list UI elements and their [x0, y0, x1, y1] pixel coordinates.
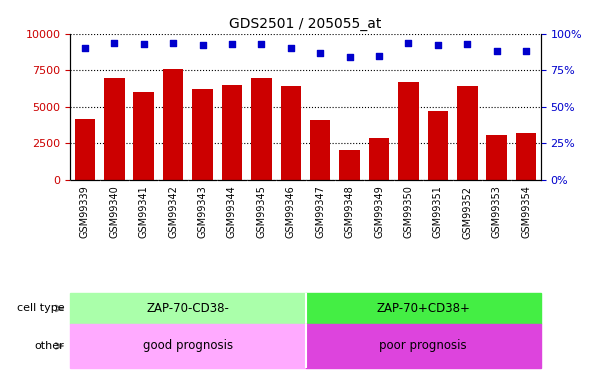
Point — [315, 50, 325, 56]
Point — [403, 39, 413, 45]
Point — [521, 48, 531, 54]
Text: GSM99350: GSM99350 — [403, 186, 414, 238]
Text: GSM99352: GSM99352 — [463, 186, 472, 238]
Text: GSM99344: GSM99344 — [227, 186, 237, 238]
Point — [80, 45, 90, 51]
Bar — [428, 111, 448, 180]
Text: GSM99345: GSM99345 — [257, 186, 266, 238]
Bar — [339, 150, 360, 180]
Point — [227, 41, 237, 47]
Bar — [192, 89, 213, 180]
Bar — [306, 324, 541, 368]
Point — [198, 42, 208, 48]
Point — [286, 45, 296, 51]
Point — [374, 53, 384, 59]
Bar — [310, 120, 331, 180]
Text: cell type: cell type — [16, 303, 64, 313]
Text: poor prognosis: poor prognosis — [379, 339, 467, 352]
Text: GSM99339: GSM99339 — [80, 186, 90, 238]
Bar — [222, 85, 243, 180]
Point — [168, 39, 178, 45]
Point — [345, 54, 354, 60]
Bar — [70, 292, 306, 324]
Bar — [251, 78, 272, 180]
Text: GSM99353: GSM99353 — [492, 186, 502, 238]
Bar — [398, 82, 419, 180]
Text: GSM99343: GSM99343 — [197, 186, 208, 238]
Text: GSM99347: GSM99347 — [315, 186, 325, 238]
Point — [109, 39, 119, 45]
Text: GSM99349: GSM99349 — [374, 186, 384, 238]
Text: GSM99354: GSM99354 — [521, 186, 531, 238]
Title: GDS2501 / 205055_at: GDS2501 / 205055_at — [229, 17, 382, 32]
Text: ZAP-70-CD38-: ZAP-70-CD38- — [147, 302, 229, 315]
Text: GSM99341: GSM99341 — [139, 186, 148, 238]
Bar — [104, 78, 125, 180]
Point — [139, 41, 148, 47]
Text: GSM99342: GSM99342 — [168, 186, 178, 238]
Bar — [306, 292, 541, 324]
Bar — [368, 138, 389, 180]
Bar — [486, 135, 507, 180]
Point — [492, 48, 502, 54]
Bar — [75, 118, 95, 180]
Bar — [133, 92, 154, 180]
Text: GSM99346: GSM99346 — [286, 186, 296, 238]
Text: other: other — [34, 341, 64, 351]
Point — [257, 41, 266, 47]
Bar — [70, 324, 306, 368]
Text: good prognosis: good prognosis — [143, 339, 233, 352]
Bar — [280, 86, 301, 180]
Bar — [163, 69, 183, 180]
Text: ZAP-70+CD38+: ZAP-70+CD38+ — [376, 302, 470, 315]
Text: GSM99348: GSM99348 — [345, 186, 354, 238]
Text: GSM99351: GSM99351 — [433, 186, 443, 238]
Text: GSM99340: GSM99340 — [109, 186, 119, 238]
Point — [463, 41, 472, 47]
Bar — [516, 133, 536, 180]
Point — [433, 42, 443, 48]
Bar — [457, 86, 478, 180]
